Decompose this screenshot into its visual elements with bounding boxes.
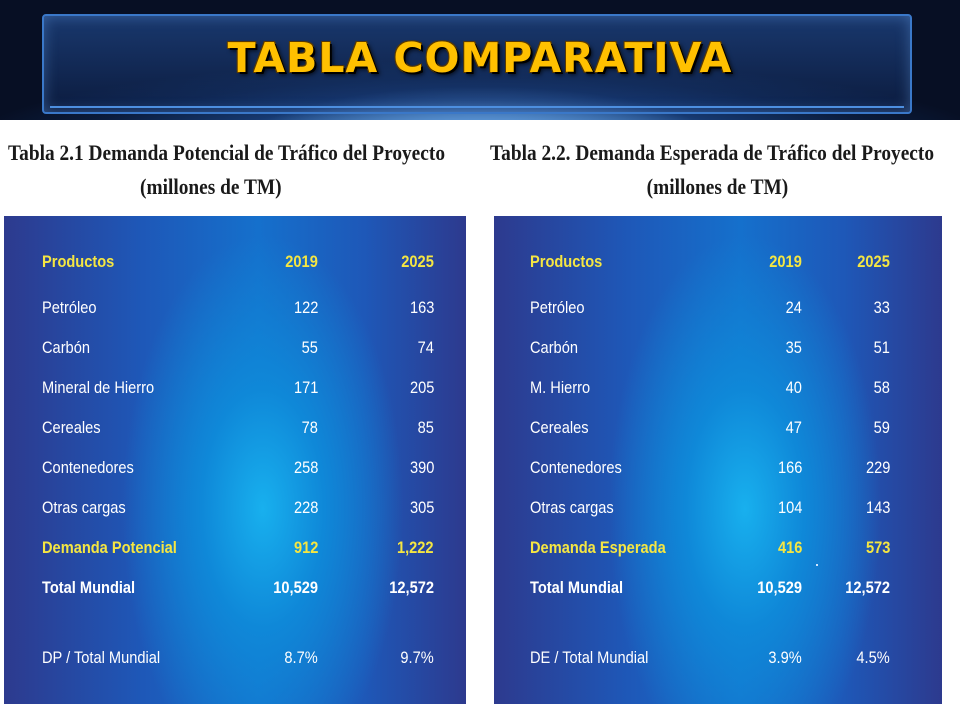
cell-2025: 12,572 xyxy=(389,578,434,597)
table-row: Cereales 47 59 xyxy=(494,418,942,442)
total-row: Total Mundial 10,529 12,572 xyxy=(4,578,466,602)
cell-2025: 229 xyxy=(865,458,890,477)
table-row: Contenedores 166 229 xyxy=(494,458,942,482)
cell-2025: 4.5% xyxy=(856,648,890,667)
row-label: Demanda Potencial xyxy=(42,538,177,557)
row-label: Contenedores xyxy=(530,458,622,477)
table-row: Carbón 55 74 xyxy=(4,338,466,362)
table-caption-left: Tabla 2.1 Demanda Potencial de Tráfico d… xyxy=(8,136,445,204)
column-header-productos: Productos xyxy=(42,252,115,271)
table-panel-potencial: Productos 2019 2025 Petróleo 122 163 Car… xyxy=(4,216,466,704)
row-label: Petróleo xyxy=(530,298,585,317)
demand-row: Demanda Esperada 416 573 xyxy=(494,538,942,562)
row-label: DE / Total Mundial xyxy=(530,648,649,667)
row-label: Mineral de Hierro xyxy=(42,378,155,397)
table-row: Petróleo 24 33 xyxy=(494,298,942,322)
banner-frame xyxy=(42,14,912,114)
table-header-row: Productos 2019 2025 xyxy=(4,252,466,276)
demand-row: Demanda Potencial 912 1,222 xyxy=(4,538,466,562)
column-header-productos: Productos xyxy=(530,252,603,271)
cell-2025: 51 xyxy=(873,338,890,357)
column-header-2019: 2019 xyxy=(285,252,318,271)
cell-2019: 35 xyxy=(785,338,802,357)
header-banner: TABLA COMPARATIVA xyxy=(0,0,960,120)
cell-2019: 40 xyxy=(785,378,802,397)
cell-2025: 1,222 xyxy=(397,538,434,557)
table-row: M. Hierro 40 58 xyxy=(494,378,942,402)
row-label: Carbón xyxy=(530,338,578,357)
table-row: Otras cargas 104 143 xyxy=(494,498,942,522)
row-label: Contenedores xyxy=(42,458,134,477)
cell-2025: 59 xyxy=(873,418,890,437)
page-title: TABLA COMPARATIVA xyxy=(227,34,733,82)
cell-2025: 143 xyxy=(865,498,890,517)
cell-2019: 104 xyxy=(777,498,802,517)
cell-2019: 416 xyxy=(777,538,802,557)
cell-2019: 55 xyxy=(301,338,318,357)
cell-2019: 228 xyxy=(293,498,318,517)
table-caption-right: Tabla 2.2. Demanda Esperada de Tráfico d… xyxy=(490,136,934,204)
row-label: Cereales xyxy=(42,418,101,437)
cell-2019: 171 xyxy=(293,378,318,397)
cell-2019: 10,529 xyxy=(273,578,318,597)
cell-2019: 122 xyxy=(293,298,318,317)
cell-2019: 47 xyxy=(785,418,802,437)
row-label: Cereales xyxy=(530,418,589,437)
caption-line1: Tabla 2.2. Demanda Esperada de Tráfico d… xyxy=(490,140,935,165)
column-header-2025: 2025 xyxy=(857,252,890,271)
row-label: Demanda Esperada xyxy=(530,538,666,557)
caption-line2: (millones de TM) xyxy=(140,174,282,199)
caption-line2: (millones de TM) xyxy=(646,174,789,199)
row-label: Total Mundial xyxy=(42,578,136,597)
cell-2025: 573 xyxy=(865,538,890,557)
cell-2025: 58 xyxy=(873,378,890,397)
table-row: Contenedores 258 390 xyxy=(4,458,466,482)
table-row: Petróleo 122 163 xyxy=(4,298,466,322)
ratio-row: DE / Total Mundial 3.9% 4.5% xyxy=(494,648,942,672)
cell-2025: 9.7% xyxy=(400,648,434,667)
table-row: Carbón 35 51 xyxy=(494,338,942,362)
column-header-2019: 2019 xyxy=(769,252,802,271)
table-panel-esperada: Productos 2019 2025 Petróleo 24 33 Carbó… xyxy=(494,216,942,704)
table-row: Mineral de Hierro 171 205 xyxy=(4,378,466,402)
row-label: Otras cargas xyxy=(530,498,614,517)
row-label: Otras cargas xyxy=(42,498,126,517)
cell-2019: 10,529 xyxy=(757,578,802,597)
cell-2019: 3.9% xyxy=(768,648,802,667)
cell-2025: 12,572 xyxy=(845,578,890,597)
cell-2025: 74 xyxy=(417,338,434,357)
cell-2019: 78 xyxy=(301,418,318,437)
cell-2019: 166 xyxy=(777,458,802,477)
cell-2019: 912 xyxy=(293,538,318,557)
stray-dot xyxy=(816,564,818,566)
cell-2025: 305 xyxy=(409,498,434,517)
table-header-row: Productos 2019 2025 xyxy=(494,252,942,276)
cell-2025: 163 xyxy=(409,298,434,317)
cell-2025: 205 xyxy=(409,378,434,397)
row-label: Carbón xyxy=(42,338,90,357)
cell-2025: 33 xyxy=(873,298,890,317)
cell-2025: 85 xyxy=(417,418,434,437)
row-label: Petróleo xyxy=(42,298,97,317)
row-label: DP / Total Mundial xyxy=(42,648,161,667)
table-row: Otras cargas 228 305 xyxy=(4,498,466,522)
row-label: Total Mundial xyxy=(530,578,624,597)
caption-line1: Tabla 2.1 Demanda Potencial de Tráfico d… xyxy=(8,140,446,165)
cell-2019: 24 xyxy=(785,298,802,317)
total-row: Total Mundial 10,529 12,572 xyxy=(494,578,942,602)
cell-2019: 258 xyxy=(293,458,318,477)
column-header-2025: 2025 xyxy=(401,252,434,271)
cell-2019: 8.7% xyxy=(284,648,318,667)
row-label: M. Hierro xyxy=(530,378,591,397)
table-row: Cereales 78 85 xyxy=(4,418,466,442)
ratio-row: DP / Total Mundial 8.7% 9.7% xyxy=(4,648,466,672)
cell-2025: 390 xyxy=(409,458,434,477)
